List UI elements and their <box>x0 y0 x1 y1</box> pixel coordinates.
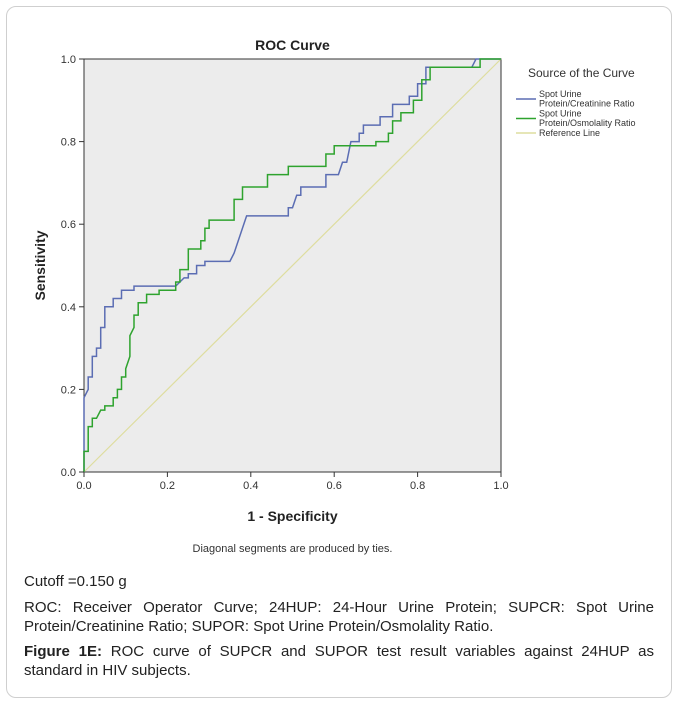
legend-item-label: Protein/Osmolality Ratio <box>539 118 636 128</box>
y-tick-label: 0.4 <box>61 302 76 314</box>
x-axis-label: 1 - Specificity <box>247 508 337 524</box>
y-tick-label: 0.6 <box>61 219 76 231</box>
y-axis-label: Sensitivity <box>32 230 48 300</box>
legend-item-label: Protein/Creatinine Ratio <box>539 99 635 109</box>
legend-item-label: Reference Line <box>539 128 600 138</box>
y-tick-label: 0.2 <box>61 384 76 396</box>
x-tick-label: 0.2 <box>160 480 175 492</box>
figure-caption-text: ROC curve of SUPCR and SUPOR test result… <box>24 643 654 679</box>
roc-chart: 0.0 0.2 0.4 0.6 0.8 1.0 0.0 0.2 0.4 0.6 0.8 1.0 ROC… <box>32 37 636 555</box>
series-supcr-line <box>83 58 501 472</box>
x-tick-label: 1.0 <box>493 480 508 492</box>
legend-item-label: Spot Urine <box>539 109 582 119</box>
figure-label: Figure 1E: <box>24 643 102 660</box>
chart-title: ROC Curve <box>255 37 330 53</box>
x-tick-label: 0.0 <box>76 480 91 492</box>
cutoff-text: Cutoff =0.150 g <box>24 573 127 590</box>
legend-item-label: Spot Urine <box>539 89 582 99</box>
abbreviations-text: ROC: Receiver Operator Curve; 24HUP: 24-… <box>24 599 654 635</box>
x-tick-label: 0.8 <box>410 480 425 492</box>
y-tick-label: 0.0 <box>61 467 76 479</box>
chart-note: Diagonal segments are produced by ties. <box>193 543 393 555</box>
figure-caption: Figure 1E: ROC curve of SUPCR and SUPOR … <box>24 642 654 680</box>
x-tick-label: 0.4 <box>243 480 258 492</box>
y-tick-label: 1.0 <box>61 54 76 66</box>
series-supor-line <box>83 58 501 472</box>
x-tick-label: 0.6 <box>327 480 342 492</box>
reference-line <box>83 58 502 473</box>
y-tick-label: 0.8 <box>61 137 76 149</box>
legend-title: Source of the Curve <box>528 66 635 80</box>
